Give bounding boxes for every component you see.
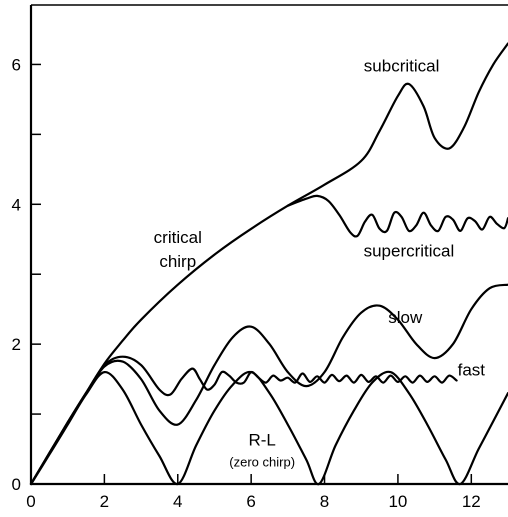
axes [29, 4, 508, 486]
y-tick-label: 6 [12, 55, 21, 74]
y-tick-label: 4 [12, 195, 21, 214]
annotation-label: fast [458, 361, 486, 380]
series-line-slow [29, 283, 508, 486]
annotation-label: slow [388, 308, 423, 327]
series-line-r-l-zero-chirp [29, 370, 508, 486]
x-tick-label: 0 [26, 492, 35, 511]
y-tick-label: 0 [12, 475, 21, 494]
ticks: 0 2 4 6 8 10 12 0 2 4 6 [12, 55, 481, 511]
annotation-label: critical [154, 228, 202, 247]
annotation-label: (zero chirp) [229, 455, 295, 470]
series-line-critical-chirp [29, 42, 508, 486]
series-line-fast [29, 355, 458, 486]
x-tick-label: 8 [320, 492, 329, 511]
y-tick-label: 2 [12, 335, 21, 354]
annotation-label: R-L [248, 431, 275, 450]
x-tick-label: 2 [100, 492, 109, 511]
annotation-label: subcritical [364, 56, 440, 75]
x-tick-label: 10 [388, 492, 407, 511]
x-tick-label: 12 [462, 492, 481, 511]
annotations: subcritical critical chirp supercritical slo… [154, 56, 486, 469]
curves [29, 42, 508, 486]
x-tick-label: 4 [173, 492, 182, 511]
series-line-supercritical [286, 194, 508, 238]
x-tick-label: 6 [246, 492, 255, 511]
annotation-label: chirp [159, 252, 196, 271]
annotation-label: supercritical [364, 242, 455, 261]
